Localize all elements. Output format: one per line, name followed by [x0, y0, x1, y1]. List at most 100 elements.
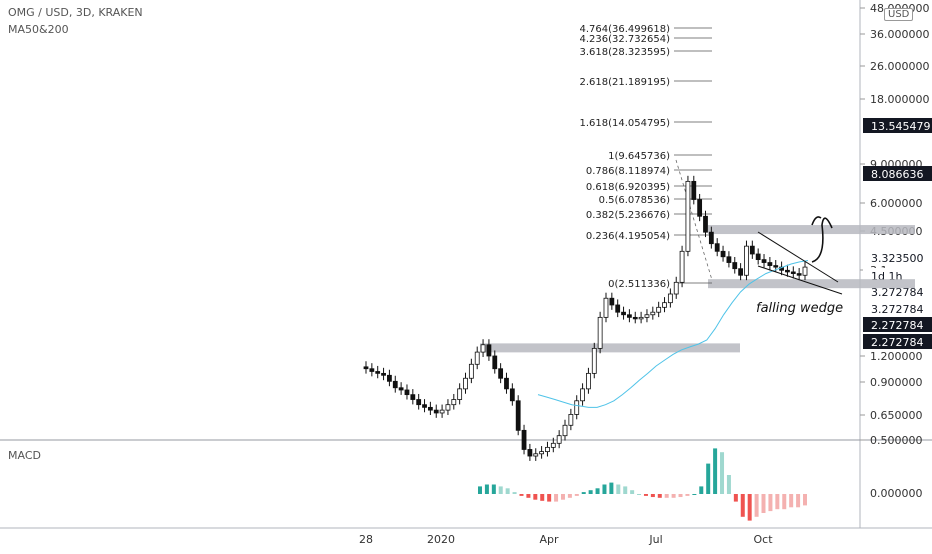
macd-bar: [602, 484, 607, 494]
candle-body: [627, 314, 632, 318]
fib-level-label: 0.618(6.920395): [586, 182, 670, 193]
macd-bar: [595, 488, 600, 494]
price-tag-bg: [863, 118, 932, 133]
candle-body: [720, 250, 726, 258]
macd-bar: [512, 492, 517, 494]
fib-level-label: 1(9.645736): [608, 151, 670, 162]
candle-body: [568, 414, 574, 426]
macd-bar: [560, 494, 565, 500]
macd-bar: [789, 494, 794, 508]
candle-body: [650, 311, 656, 316]
macd-bar: [664, 494, 669, 498]
candle-body: [515, 400, 521, 431]
support-zone: [480, 343, 740, 353]
candle-body: [410, 394, 416, 400]
candle-body: [539, 451, 544, 455]
macd-bar: [692, 494, 697, 495]
macd-bar: [491, 484, 496, 494]
macd-bar: [699, 486, 704, 494]
macd-bar: [796, 494, 801, 508]
candle-body: [597, 316, 603, 349]
candle-body: [387, 374, 392, 382]
price-tick-label: 26.000000: [870, 60, 930, 73]
candle-body: [433, 409, 439, 414]
ma50-line: [537, 260, 809, 408]
currency-badge[interactable]: USD: [884, 8, 914, 21]
fib-trend-line: [675, 159, 713, 281]
time-tick-label: Jul: [648, 533, 662, 546]
macd-bar: [671, 494, 676, 498]
macd-bar: [782, 494, 787, 510]
macd-bar: [505, 488, 510, 494]
candle-body: [445, 404, 451, 411]
candle-body: [416, 399, 422, 406]
candle-body: [474, 351, 480, 365]
candle-body: [492, 355, 498, 370]
macd-bar: [678, 494, 683, 498]
candle-body: [381, 372, 386, 376]
candle-body: [556, 435, 562, 444]
macd-bar: [747, 494, 752, 521]
macd-bar: [484, 484, 489, 494]
candle-body: [504, 377, 509, 390]
macd-bar: [713, 448, 718, 494]
fib-level-label: 0.786(8.118974): [586, 166, 670, 177]
candle-body: [697, 199, 703, 217]
candle-body: [802, 266, 808, 276]
fib-level-label: 3.618(28.323595): [579, 47, 670, 58]
fib-level-label: 1.618(14.054795): [579, 118, 670, 129]
price-tag-label: 3.272784: [871, 303, 924, 316]
time-tick-label: Oct: [753, 533, 773, 546]
candle-body: [796, 273, 802, 276]
candle-body: [463, 377, 468, 390]
macd-bar: [706, 463, 711, 494]
wedge-lower-line: [757, 265, 843, 295]
candle-body: [767, 262, 773, 266]
symbol-title: OMG / USD, 3D, KRAKEN: [8, 6, 143, 19]
fib-level-label: 4.236(32.732654): [579, 34, 670, 45]
candle-body: [667, 293, 673, 304]
candle-body: [562, 424, 568, 437]
macd-bar: [740, 494, 745, 517]
candle-body: [422, 404, 427, 408]
candle-body: [398, 387, 404, 391]
candle-body: [363, 366, 369, 370]
candle-body: [574, 400, 580, 415]
candle-body: [662, 302, 667, 308]
candle-body: [615, 304, 621, 313]
candle-body: [738, 268, 744, 276]
fib-level-label: 0.382(5.236676): [586, 210, 670, 221]
candle-body: [427, 406, 433, 411]
macd-bar: [519, 494, 524, 496]
price-tag-label: 3.323500: [871, 252, 924, 265]
candle-body: [685, 180, 691, 252]
macd-bar: [733, 494, 738, 502]
candle-body: [691, 180, 697, 200]
candle-body: [586, 372, 591, 390]
fib-level-label: 0(2.511336): [608, 279, 670, 290]
macd-bar: [803, 494, 807, 506]
macd-bar: [630, 490, 635, 494]
candle-body: [533, 453, 539, 457]
price-tag-label: 2.272784: [871, 319, 924, 332]
breakout-arrow: [811, 217, 833, 263]
candle-body: [404, 389, 410, 396]
price-tick-label: 0.500000: [870, 434, 923, 447]
fib-level-label: 0.236(4.195054): [586, 231, 670, 242]
candle-body: [591, 347, 597, 374]
fib-level-label: 2.618(21.189195): [579, 77, 670, 88]
macd-bar: [554, 494, 559, 502]
macd-bar: [650, 494, 655, 498]
candle-body: [369, 368, 375, 372]
wedge-upper-line: [757, 231, 839, 283]
macd-bar: [581, 492, 586, 494]
macd-bar: [726, 475, 731, 494]
macd-bar: [498, 486, 503, 494]
macd-label: MACD: [8, 449, 41, 462]
macd-bar: [637, 494, 642, 495]
macd-bar: [657, 494, 662, 498]
candle-body: [521, 429, 527, 450]
candle-body: [392, 380, 398, 389]
candle-body: [451, 399, 457, 406]
